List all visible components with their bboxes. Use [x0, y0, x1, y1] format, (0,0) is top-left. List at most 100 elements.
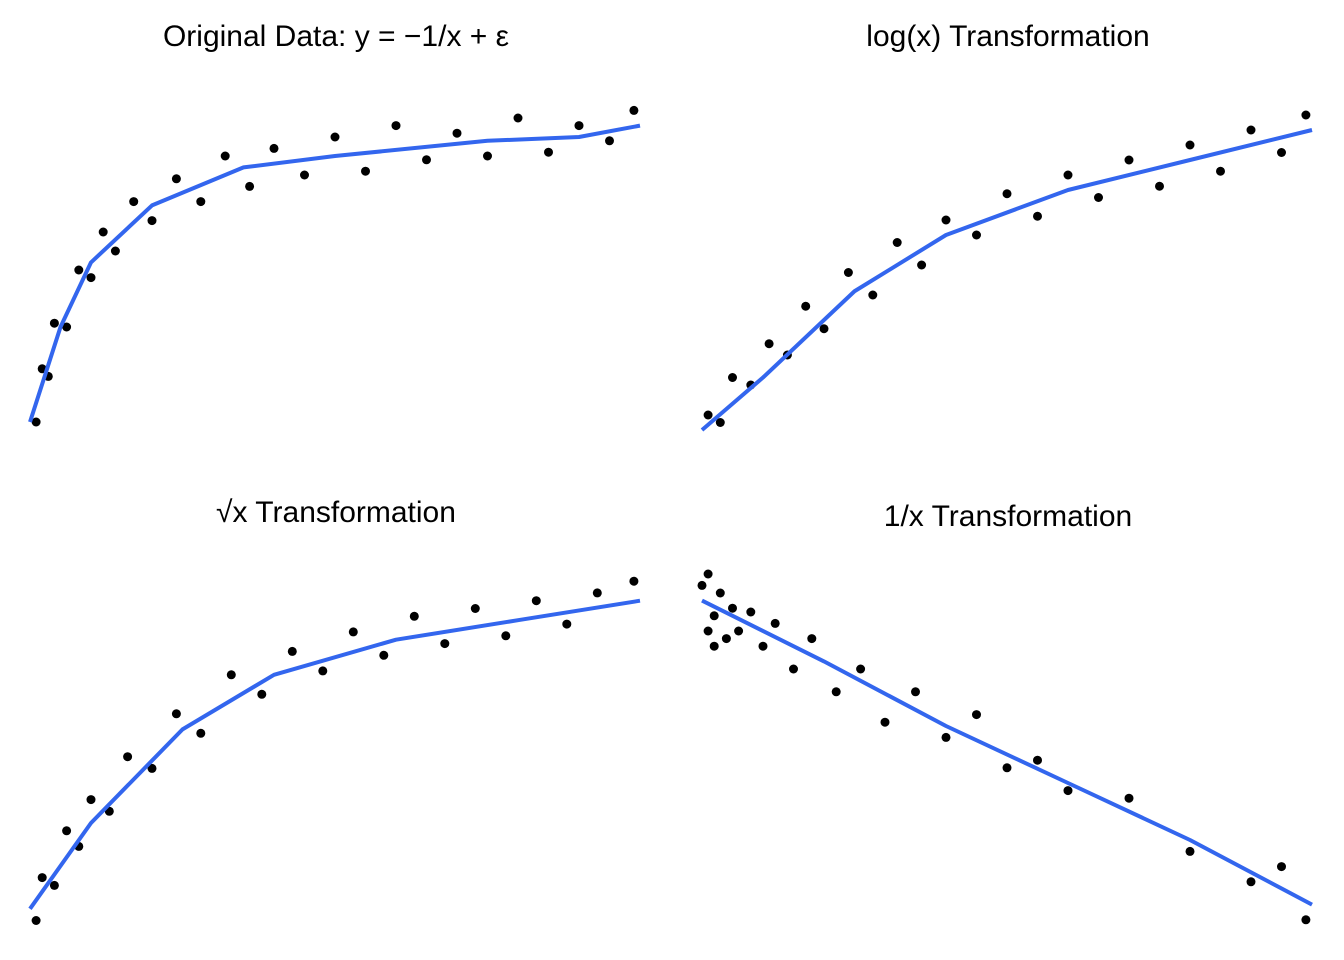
point [697, 580, 707, 590]
point [220, 151, 230, 161]
point [1033, 211, 1042, 221]
point [62, 322, 72, 332]
point [49, 880, 59, 890]
panel-title: 1/x Transformation [884, 500, 1132, 533]
point [574, 121, 584, 131]
point [171, 174, 181, 184]
point [941, 732, 951, 742]
panel: 1/x Transformation [697, 500, 1313, 925]
point [1301, 110, 1311, 120]
point [196, 728, 206, 738]
point [226, 670, 236, 680]
point [1185, 846, 1195, 856]
point [1185, 140, 1195, 150]
point [734, 626, 744, 636]
point [1002, 189, 1012, 199]
point [129, 197, 139, 207]
point [1301, 915, 1311, 925]
point [1002, 763, 1012, 773]
point [98, 227, 108, 237]
panel: Original Data: y = −1/x + ε [28, 20, 641, 427]
point [880, 717, 890, 727]
point [110, 246, 120, 256]
panel: √x Transformation [28, 496, 641, 925]
point [62, 826, 72, 836]
point [941, 215, 951, 225]
point [147, 216, 157, 226]
point [856, 664, 866, 674]
point [758, 641, 768, 651]
point [1246, 125, 1256, 135]
point [361, 166, 370, 176]
point [37, 873, 47, 883]
panel-title: √x Transformation [216, 496, 456, 529]
point [972, 710, 981, 720]
point [257, 689, 267, 699]
smooth-line [701, 598, 1313, 907]
point [1124, 155, 1134, 165]
point [86, 273, 96, 283]
point [300, 170, 309, 180]
point [807, 634, 817, 644]
point [31, 417, 41, 427]
point [972, 230, 981, 240]
panel-title: Original Data: y = −1/x + ε [163, 20, 509, 53]
point [703, 626, 713, 636]
point [709, 641, 719, 651]
point [318, 666, 328, 676]
point [1063, 786, 1073, 796]
point [501, 631, 511, 641]
panel-title: log(x) Transformation [866, 20, 1149, 53]
smooth-line [28, 123, 641, 423]
point [911, 687, 920, 697]
point [629, 105, 639, 115]
point [470, 604, 480, 613]
point [629, 576, 639, 586]
point [31, 916, 41, 925]
point [917, 260, 927, 270]
point [819, 324, 829, 334]
point [605, 136, 614, 146]
point [86, 795, 96, 805]
point [746, 607, 756, 617]
point [440, 639, 450, 649]
point [452, 128, 462, 138]
point [892, 238, 902, 247]
point [422, 155, 431, 165]
point [1246, 877, 1256, 887]
point [801, 301, 811, 311]
point [1277, 862, 1286, 872]
point [715, 418, 725, 427]
point [709, 611, 719, 621]
point [703, 569, 713, 579]
point [831, 687, 841, 697]
point [531, 596, 541, 606]
point [348, 627, 358, 637]
point [721, 634, 731, 644]
point [269, 143, 279, 153]
point [868, 290, 878, 300]
point [1063, 170, 1073, 180]
point [245, 181, 255, 191]
point [74, 265, 84, 275]
point [764, 339, 774, 349]
point [49, 318, 59, 328]
panel: log(x) Transformation [700, 20, 1313, 432]
point [1094, 193, 1103, 202]
point [562, 619, 572, 629]
point [703, 410, 713, 420]
point [409, 611, 419, 621]
point [196, 197, 206, 207]
point [147, 763, 157, 773]
point [770, 618, 780, 628]
point [1277, 148, 1286, 157]
point [171, 709, 181, 719]
point [728, 603, 737, 613]
smooth-line [28, 598, 641, 910]
point [544, 147, 553, 157]
point [330, 132, 340, 142]
point [1216, 166, 1225, 176]
point [789, 664, 798, 674]
point [1033, 755, 1042, 765]
